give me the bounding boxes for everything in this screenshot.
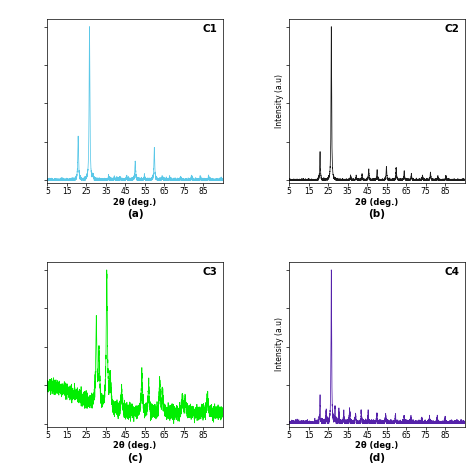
Y-axis label: Intensity (a.u): Intensity (a.u) bbox=[275, 318, 284, 372]
Text: C2: C2 bbox=[445, 24, 459, 34]
Y-axis label: Intensity (a.u): Intensity (a.u) bbox=[275, 74, 284, 128]
Text: C3: C3 bbox=[202, 267, 218, 277]
Text: (d): (d) bbox=[368, 453, 385, 463]
X-axis label: 2θ (deg.): 2θ (deg.) bbox=[356, 441, 399, 450]
Text: C4: C4 bbox=[444, 267, 459, 277]
Text: (c): (c) bbox=[127, 453, 143, 463]
Text: (b): (b) bbox=[368, 210, 385, 219]
X-axis label: 2θ (deg.): 2θ (deg.) bbox=[113, 441, 156, 450]
X-axis label: 2θ (deg.): 2θ (deg.) bbox=[113, 198, 156, 207]
Text: C1: C1 bbox=[202, 24, 218, 34]
X-axis label: 2θ (deg.): 2θ (deg.) bbox=[356, 198, 399, 207]
Text: (a): (a) bbox=[127, 210, 143, 219]
